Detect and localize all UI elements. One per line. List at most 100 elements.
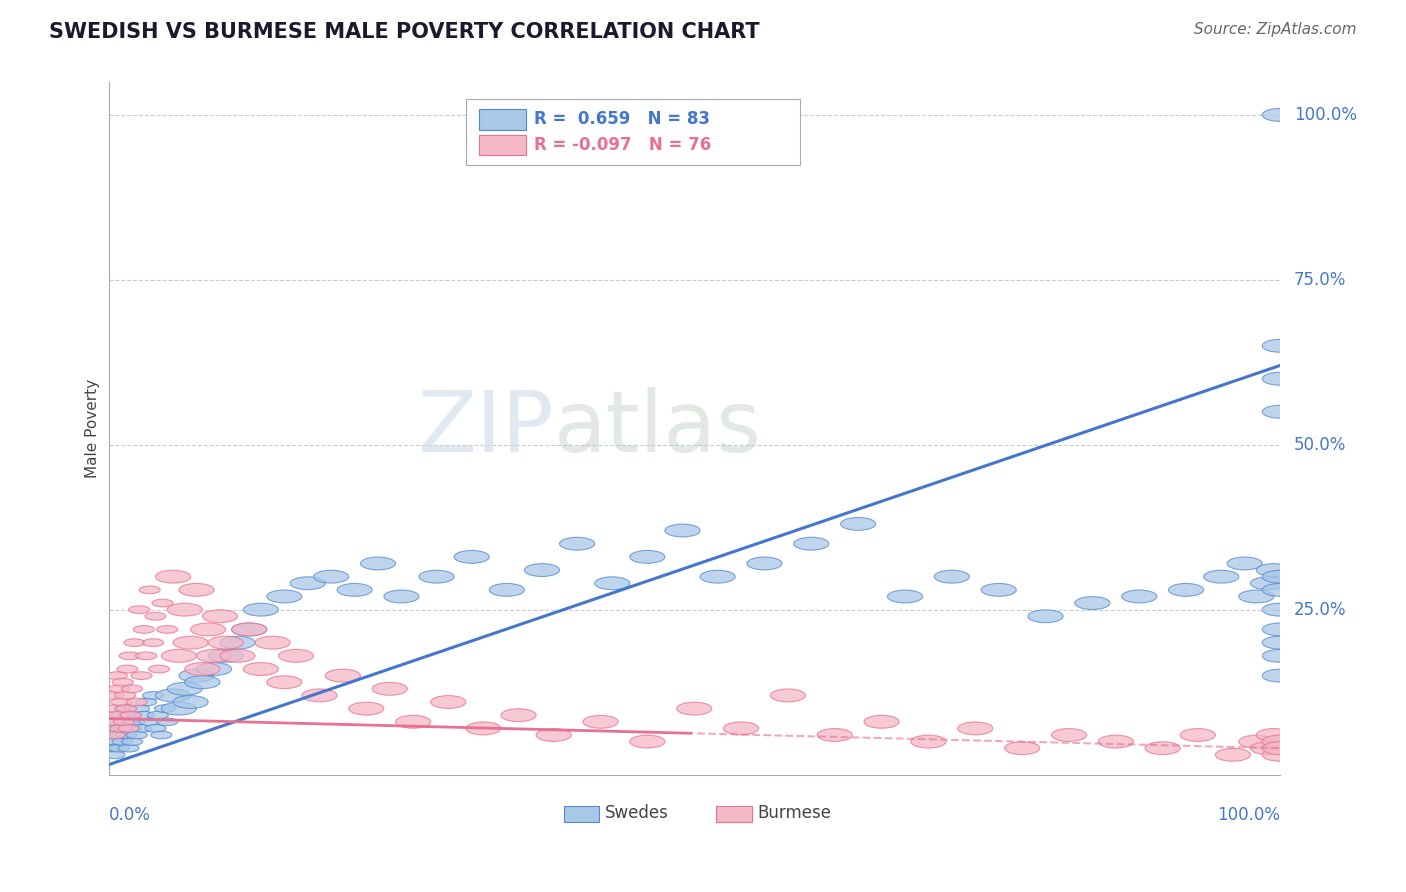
Ellipse shape (1263, 735, 1298, 748)
Ellipse shape (162, 649, 197, 662)
Ellipse shape (173, 696, 208, 708)
Ellipse shape (1098, 735, 1133, 748)
Ellipse shape (1239, 590, 1274, 603)
Ellipse shape (110, 724, 131, 732)
Text: ZIP: ZIP (418, 387, 554, 470)
Ellipse shape (325, 669, 360, 682)
Ellipse shape (430, 696, 465, 708)
Ellipse shape (127, 731, 148, 739)
Ellipse shape (145, 613, 166, 620)
Ellipse shape (179, 669, 214, 682)
Ellipse shape (167, 682, 202, 695)
Text: Burmese: Burmese (758, 805, 831, 822)
Ellipse shape (105, 705, 127, 713)
FancyBboxPatch shape (478, 135, 526, 155)
Ellipse shape (454, 550, 489, 564)
Ellipse shape (110, 731, 131, 739)
Ellipse shape (419, 570, 454, 583)
Ellipse shape (524, 564, 560, 576)
Ellipse shape (124, 718, 145, 726)
Ellipse shape (101, 718, 122, 726)
Ellipse shape (173, 636, 208, 649)
Ellipse shape (360, 557, 395, 570)
Ellipse shape (152, 599, 173, 607)
Ellipse shape (1263, 669, 1298, 682)
Ellipse shape (1180, 729, 1215, 741)
Text: Swedes: Swedes (605, 805, 669, 822)
Ellipse shape (115, 731, 136, 739)
Ellipse shape (149, 665, 170, 673)
Ellipse shape (1028, 610, 1063, 623)
Text: Source: ZipAtlas.com: Source: ZipAtlas.com (1194, 22, 1357, 37)
Ellipse shape (957, 722, 993, 735)
Ellipse shape (156, 689, 191, 702)
Ellipse shape (1263, 636, 1298, 649)
Ellipse shape (865, 715, 900, 728)
Ellipse shape (278, 649, 314, 662)
Ellipse shape (536, 729, 571, 741)
Ellipse shape (139, 718, 160, 726)
Ellipse shape (127, 698, 148, 706)
Ellipse shape (111, 698, 132, 706)
Ellipse shape (191, 623, 226, 636)
Ellipse shape (349, 702, 384, 715)
Ellipse shape (395, 715, 430, 728)
Ellipse shape (121, 724, 142, 732)
Ellipse shape (1168, 583, 1204, 596)
Ellipse shape (105, 724, 127, 732)
Ellipse shape (1263, 748, 1298, 761)
Ellipse shape (290, 577, 325, 590)
Ellipse shape (1052, 729, 1087, 741)
Ellipse shape (981, 583, 1017, 596)
Text: 0.0%: 0.0% (108, 805, 150, 823)
Text: 75.0%: 75.0% (1294, 271, 1346, 289)
Ellipse shape (107, 672, 128, 680)
Ellipse shape (202, 610, 238, 623)
Ellipse shape (134, 625, 155, 633)
Ellipse shape (112, 678, 134, 686)
Ellipse shape (208, 649, 243, 662)
Ellipse shape (1227, 557, 1263, 570)
Text: 100.0%: 100.0% (1216, 805, 1279, 823)
Ellipse shape (935, 570, 969, 583)
Ellipse shape (1204, 570, 1239, 583)
Text: atlas: atlas (554, 387, 762, 470)
Ellipse shape (156, 625, 177, 633)
Ellipse shape (150, 731, 172, 739)
Ellipse shape (208, 636, 243, 649)
Ellipse shape (108, 685, 129, 693)
FancyBboxPatch shape (478, 109, 526, 129)
Ellipse shape (1263, 109, 1298, 121)
Ellipse shape (373, 682, 408, 695)
Ellipse shape (107, 711, 128, 719)
Ellipse shape (121, 738, 142, 746)
Ellipse shape (135, 652, 156, 660)
Ellipse shape (1263, 339, 1298, 352)
Ellipse shape (121, 711, 142, 719)
Ellipse shape (1250, 742, 1285, 755)
Ellipse shape (184, 676, 219, 689)
Ellipse shape (117, 665, 138, 673)
Ellipse shape (112, 738, 134, 746)
Ellipse shape (314, 570, 349, 583)
Ellipse shape (134, 711, 155, 719)
Ellipse shape (302, 689, 337, 702)
Ellipse shape (465, 722, 501, 735)
Ellipse shape (103, 731, 124, 739)
Ellipse shape (1250, 577, 1285, 590)
Ellipse shape (665, 524, 700, 537)
Ellipse shape (1144, 742, 1180, 755)
FancyBboxPatch shape (465, 99, 800, 165)
Ellipse shape (267, 676, 302, 689)
Ellipse shape (232, 623, 267, 636)
Ellipse shape (167, 603, 202, 616)
Text: R =  0.659   N = 83: R = 0.659 N = 83 (534, 111, 710, 128)
Ellipse shape (1263, 603, 1298, 616)
Ellipse shape (337, 583, 373, 596)
Ellipse shape (219, 636, 254, 649)
Ellipse shape (747, 557, 782, 570)
Ellipse shape (114, 724, 135, 732)
Ellipse shape (841, 517, 876, 531)
Ellipse shape (1263, 570, 1298, 583)
Ellipse shape (103, 691, 124, 699)
